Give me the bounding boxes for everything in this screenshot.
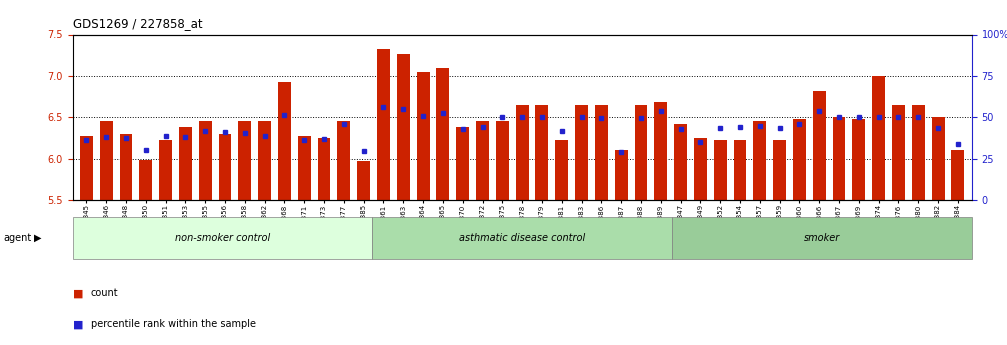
Bar (852, 119, 865, 200)
Bar (655, 102, 668, 200)
Bar (536, 105, 549, 200)
Bar (714, 140, 727, 200)
Text: percentile rank within the sample: percentile rank within the sample (91, 319, 256, 329)
Bar (793, 119, 806, 200)
Bar (456, 127, 469, 200)
Bar (952, 150, 965, 200)
Bar (120, 134, 133, 200)
Bar (258, 121, 271, 200)
Bar (377, 49, 390, 200)
Bar (892, 105, 905, 200)
Bar (298, 136, 311, 200)
Text: non-smoker control: non-smoker control (175, 233, 270, 243)
Bar (674, 124, 687, 200)
Bar (813, 91, 826, 200)
Bar (179, 127, 192, 200)
Text: ■: ■ (73, 288, 83, 298)
Bar (317, 138, 330, 200)
Bar (672, 217, 972, 259)
Bar (159, 140, 172, 200)
Text: smoker: smoker (804, 233, 840, 243)
Bar (555, 140, 568, 200)
Text: count: count (91, 288, 118, 298)
Bar (139, 159, 152, 200)
Bar (773, 140, 786, 200)
Bar (357, 161, 371, 200)
Text: GDS1269 / 227858_at: GDS1269 / 227858_at (73, 17, 202, 30)
Text: ■: ■ (73, 319, 83, 329)
Text: agent: agent (3, 233, 31, 243)
Bar (476, 121, 489, 200)
Bar (219, 134, 232, 200)
Bar (73, 217, 373, 259)
Bar (575, 105, 588, 200)
Bar (833, 117, 846, 200)
Bar (337, 121, 350, 200)
Bar (911, 105, 924, 200)
Bar (753, 121, 766, 200)
Bar (634, 105, 648, 200)
Text: ▶: ▶ (34, 233, 41, 243)
Bar (614, 150, 627, 200)
Text: asthmatic disease control: asthmatic disease control (459, 233, 585, 243)
Bar (80, 136, 93, 200)
Bar (872, 76, 885, 200)
Bar (198, 121, 211, 200)
Bar (239, 121, 252, 200)
Bar (278, 82, 291, 200)
Bar (495, 121, 509, 200)
Bar (694, 138, 707, 200)
Bar (397, 55, 410, 200)
Bar (436, 68, 449, 200)
Bar (100, 121, 113, 200)
Bar (733, 140, 746, 200)
Bar (373, 217, 672, 259)
Bar (417, 72, 430, 200)
Bar (516, 105, 529, 200)
Bar (595, 105, 608, 200)
Bar (931, 117, 945, 200)
